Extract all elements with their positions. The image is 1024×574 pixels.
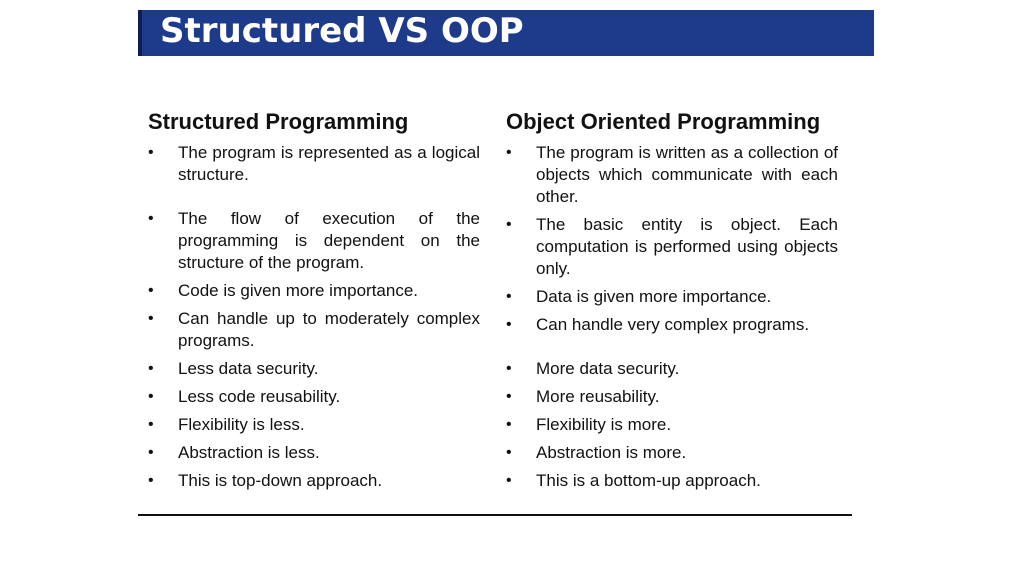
- oop-item-approach: This is a bottom-up approach.: [506, 470, 838, 492]
- bottom-divider: [138, 514, 852, 516]
- oop-item-reusability: More reusability.: [506, 386, 838, 408]
- oop-item-entity: The basic entity is object. Each computa…: [506, 214, 838, 280]
- structured-item-abstraction: Abstraction is less.: [148, 442, 480, 464]
- oop-item-security: More data security.: [506, 358, 838, 380]
- oop-item-representation: The program is written as a collection o…: [506, 142, 838, 208]
- structured-item-flow: The flow of execution of the programming…: [148, 208, 480, 274]
- structured-item-approach: This is top-down approach.: [148, 470, 480, 492]
- structured-item-complexity: Can handle up to moderately complex prog…: [148, 308, 480, 352]
- structured-item-security: Less data security.: [148, 358, 480, 380]
- slide-title: Structured VS OOP: [160, 11, 524, 51]
- oop-list: The program is written as a collection o…: [506, 142, 838, 492]
- oop-item-abstraction: Abstraction is more.: [506, 442, 838, 464]
- structured-item-code-importance: Code is given more importance.: [148, 280, 480, 302]
- structured-item-representation: The program is represented as a logical …: [148, 142, 480, 186]
- structured-list: The program is represented as a logical …: [148, 142, 480, 492]
- oop-item-data-importance: Data is given more importance.: [506, 286, 838, 308]
- oop-item-complexity: Can handle very complex programs.: [506, 314, 838, 336]
- structured-item-flexibility: Flexibility is less.: [148, 414, 480, 436]
- structured-item-reusability: Less code reusability.: [148, 386, 480, 408]
- structured-heading: Structured Programming: [148, 104, 480, 140]
- structured-column: Structured Programming The program is re…: [148, 104, 480, 498]
- oop-item-flexibility: Flexibility is more.: [506, 414, 838, 436]
- title-bar: Structured VS OOP: [138, 10, 874, 56]
- oop-heading: Object Oriented Programming: [506, 104, 838, 140]
- oop-column: Object Oriented Programming The program …: [506, 104, 838, 498]
